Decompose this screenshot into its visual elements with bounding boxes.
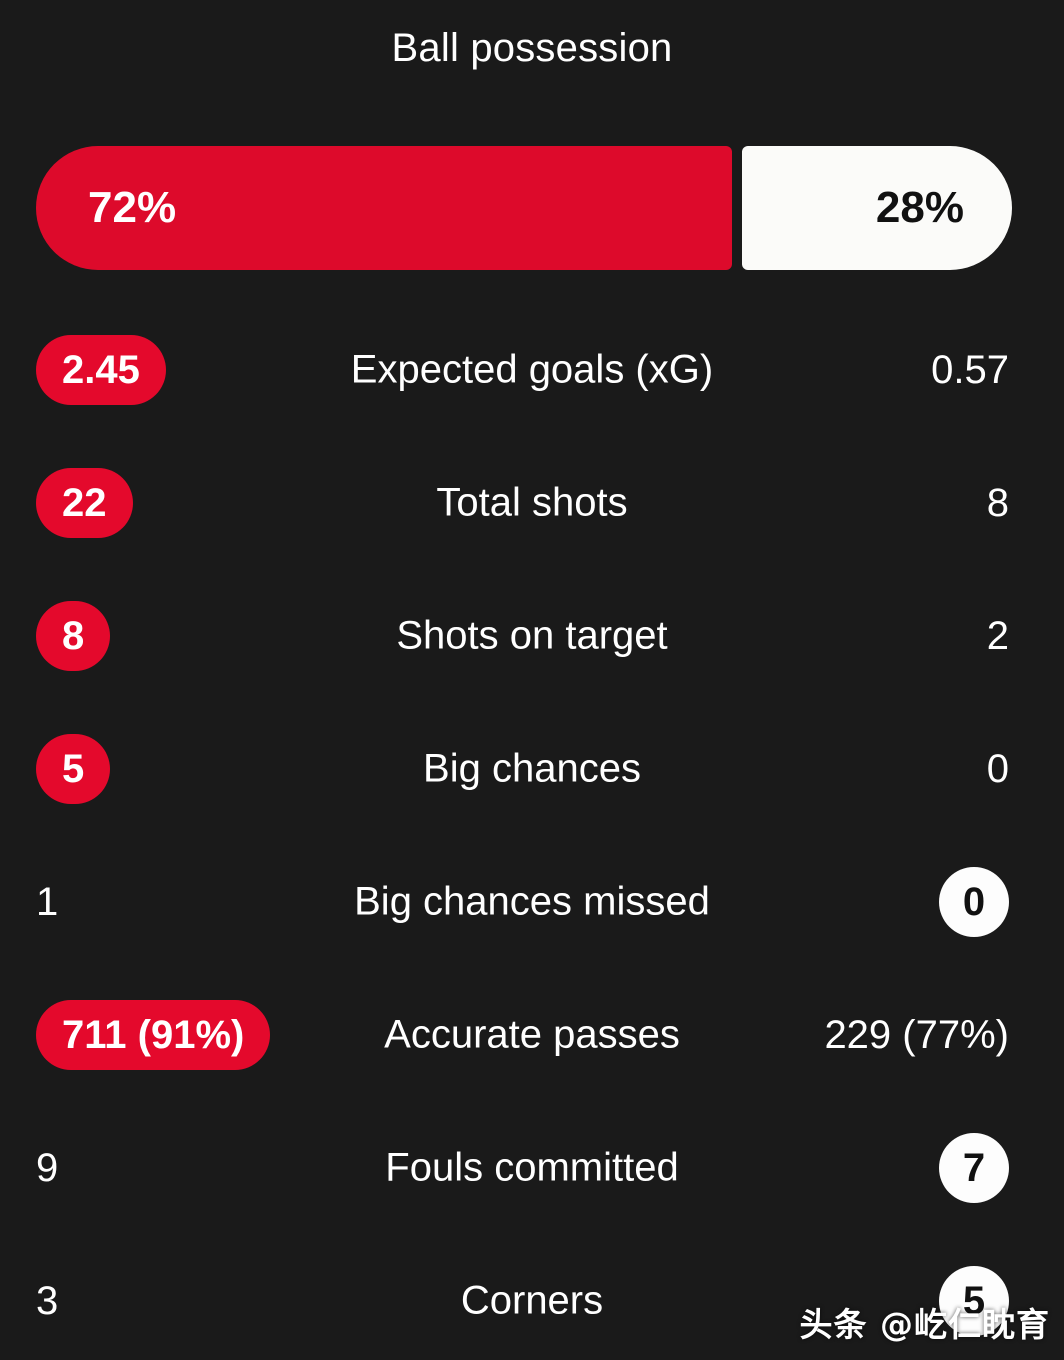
stat-home-value: 8 (36, 600, 111, 671)
stat-home-value: 711 (91%) (36, 999, 271, 1070)
possession-away-value: 28% (875, 183, 964, 232)
stat-home-value: 3 (36, 1278, 59, 1323)
stat-home-value: 22 (36, 467, 133, 538)
stat-home-value: 5 (36, 733, 111, 804)
stat-label: Big chances missed (354, 879, 710, 923)
stat-away-value: 5 (939, 1265, 1009, 1336)
stat-label: Corners (460, 1278, 604, 1322)
possession-home-value: 72% (88, 183, 177, 232)
stat-away-cell: 0 (987, 749, 1009, 789)
stat-away-cell: 0 (939, 866, 1009, 937)
possession-away-segment: 28% (742, 146, 1012, 270)
stat-rows-container: 2.45 Expected goals (xG) 0.57 22 Total shots… (0, 303, 1064, 1360)
stat-away-value: 8 (986, 480, 1009, 525)
table-row: 9 Fouls committed 7 (0, 1101, 1064, 1234)
stat-label: Fouls committed (385, 1145, 679, 1189)
table-row: 8 Shots on target 2 (0, 569, 1064, 702)
stat-home-cell: 3 (36, 1281, 58, 1321)
stat-away-value: 0 (939, 866, 1009, 937)
ball-possession-bar: 72% 28% (36, 146, 1012, 270)
stat-label: Big chances (423, 746, 641, 790)
stat-home-cell: 8 (36, 600, 111, 671)
stat-label: Total shots (436, 480, 628, 524)
stat-home-cell: 711 (91%) (36, 999, 271, 1070)
stat-home-cell: 9 (36, 1148, 58, 1188)
stat-away-value: 229 (77%) (824, 1012, 1009, 1057)
watermark: 头条 @屹仁眈育 (799, 1305, 1050, 1344)
possession-home-segment: 72% (36, 146, 732, 270)
stat-label: Shots on target (396, 613, 668, 657)
table-row: 2.45 Expected goals (xG) 0.57 (0, 303, 1064, 436)
stat-away-cell: 2 (987, 616, 1009, 656)
stat-away-cell: 0.57 (931, 350, 1009, 390)
stat-label: Expected goals (xG) (350, 347, 714, 391)
stat-home-value: 9 (36, 1145, 59, 1190)
stat-away-cell: 7 (939, 1132, 1009, 1203)
table-row: 711 (91%) Accurate passes 229 (77%) (0, 968, 1064, 1101)
stat-away-cell: 5 (939, 1265, 1009, 1336)
table-row: 3 Corners 5 (0, 1234, 1064, 1360)
stat-away-cell: 229 (77%) (824, 1015, 1009, 1055)
stat-label: Accurate passes (384, 1012, 680, 1056)
stat-home-cell: 1 (36, 882, 58, 922)
stat-home-cell: 22 (36, 467, 133, 538)
stat-away-value: 7 (939, 1132, 1009, 1203)
table-row: 5 Big chances 0 (0, 702, 1064, 835)
table-row: 22 Total shots 8 (0, 436, 1064, 569)
stat-away-value: 0.57 (931, 347, 1009, 392)
stat-home-value: 1 (36, 879, 59, 924)
stat-home-value: 2.45 (36, 334, 166, 405)
stat-away-value: 2 (986, 613, 1009, 658)
stat-home-cell: 5 (36, 733, 111, 804)
stat-away-value: 0 (986, 746, 1009, 791)
stat-away-cell: 8 (987, 483, 1009, 523)
stat-home-cell: 2.45 (36, 334, 166, 405)
table-row: 1 Big chances missed 0 (0, 835, 1064, 968)
page-title: Ball possession (391, 26, 673, 70)
